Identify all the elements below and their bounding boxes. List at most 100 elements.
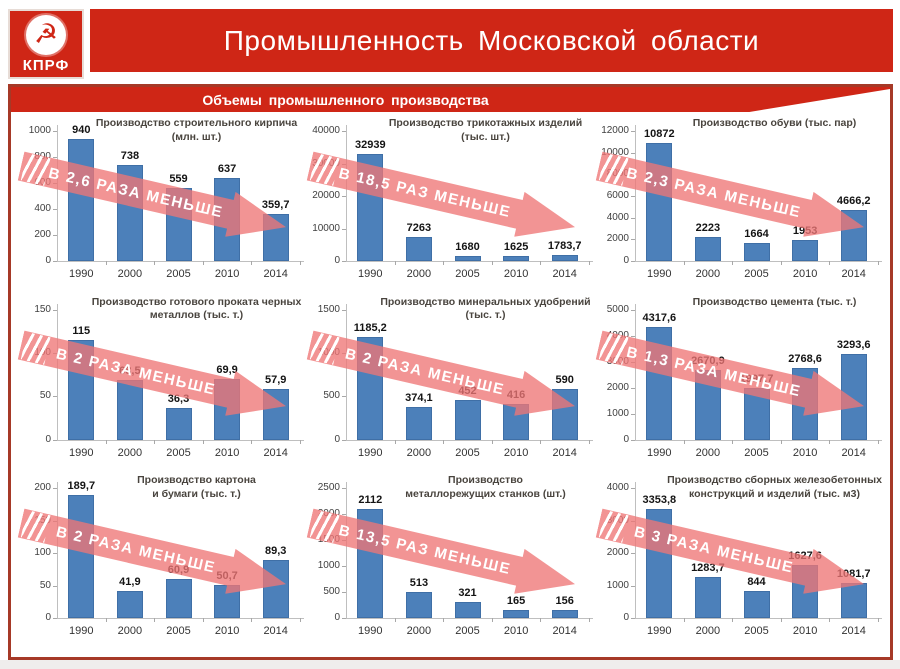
bar (454, 255, 481, 261)
x-axis-year-label: 1990 (358, 625, 383, 638)
y-axis-tick (631, 387, 635, 389)
x-axis-year-label: 2000 (406, 268, 432, 280)
y-axis-tick-label: 1000 (317, 560, 340, 572)
bar (694, 236, 721, 261)
x-axis-year-label: 2014 (263, 446, 288, 459)
x-axis-tick (829, 261, 831, 265)
y-axis-tick (53, 553, 57, 555)
kprf-logo: ☭ КПРФ (8, 9, 84, 79)
y-axis-tick-label: 150 (34, 514, 51, 526)
x-axis-tick (540, 618, 542, 623)
x-axis-year-label: 2010 (214, 446, 240, 459)
bar (262, 560, 289, 619)
x-axis-tick (202, 439, 204, 444)
x-axis-tick (154, 618, 156, 623)
y-axis-tick (342, 540, 346, 542)
y-axis-tick-label: 0 (45, 433, 51, 445)
y-axis-tick-label: 1000 (606, 579, 629, 591)
y-axis-tick (631, 335, 635, 337)
y-axis-tick-label: 0 (334, 433, 340, 445)
y-axis-tick (342, 228, 346, 230)
x-axis-tick (394, 261, 396, 265)
y-axis-tick-label: 2000 (606, 381, 629, 393)
x-axis-year-label: 1990 (647, 446, 672, 459)
bar (792, 367, 819, 440)
y-axis-tick (631, 217, 635, 219)
bar-value-label: 36,3 (167, 393, 190, 406)
section-ribbon: Объемы промышленного производства (11, 87, 890, 112)
y-axis-line (57, 482, 58, 619)
x-axis-year-label: 2014 (263, 268, 288, 280)
x-axis-line (346, 439, 593, 441)
x-axis-year-label: 2014 (841, 446, 866, 459)
chart-panel: Производство трикотажных изделий (тыс. шт… (306, 115, 595, 293)
y-axis-tick (53, 520, 57, 522)
bar (165, 188, 192, 261)
y-axis-tick (53, 396, 57, 398)
y-axis-tick-label: 200 (34, 229, 51, 240)
y-axis-tick (53, 439, 57, 441)
y-axis-tick (53, 352, 57, 354)
y-axis-tick (342, 439, 346, 441)
bar (694, 576, 721, 619)
chart-title: Производство картона и бумаги (тыс. т.) (137, 474, 256, 500)
x-axis-year-label: 2005 (166, 268, 191, 280)
bar-value-label: 3293,6 (836, 339, 871, 352)
header-banner: Промышленность Московской области (90, 9, 893, 72)
x-axis-line (635, 618, 882, 620)
x-axis-tick (251, 618, 253, 623)
bar (357, 508, 384, 619)
x-axis-tick (443, 439, 445, 444)
x-axis-year-label: 1990 (69, 625, 94, 638)
x-axis-year-label: 2014 (552, 625, 577, 638)
chart-panel: Производство обуви (тыс. пар) 0 2000 4000 60… (595, 115, 884, 293)
y-axis-tick-label: 50 (39, 390, 51, 402)
y-axis-tick-label: 500 (323, 586, 340, 598)
y-axis-tick-label: 2500 (317, 482, 340, 494)
y-axis-tick (342, 396, 346, 398)
y-axis-tick (53, 309, 57, 311)
chart-grid: Производство строительного кирпича (млн. … (17, 115, 884, 651)
y-axis-tick-label: 10000 (601, 146, 629, 158)
y-axis-line (635, 125, 636, 261)
kprf-logo-label: КПРФ (22, 56, 70, 74)
bar (116, 165, 143, 261)
y-axis-tick (342, 514, 346, 516)
x-axis-year-label: 1990 (69, 268, 94, 280)
y-axis-tick (631, 261, 635, 262)
x-axis-tick (105, 261, 107, 265)
y-axis-tick-label: 100 (34, 547, 51, 559)
chart-title: Производство строительного кирпича (млн. … (95, 117, 298, 143)
x-axis-year-label: 2000 (117, 268, 143, 280)
bar (68, 339, 95, 440)
y-axis-tick-label: 0 (623, 255, 629, 266)
y-axis-tick (53, 618, 57, 620)
x-axis-tick (683, 439, 685, 444)
x-axis-year-label: 2010 (214, 268, 240, 280)
y-axis-tick-label: 150 (34, 303, 51, 315)
y-axis-tick-label: 3000 (606, 514, 629, 526)
y-axis-tick (342, 566, 346, 568)
x-axis-tick (394, 618, 396, 623)
x-axis-year-label: 2010 (792, 268, 818, 280)
y-axis-tick-label: 40000 (312, 125, 340, 136)
bar-value-label: 1283,7 (691, 561, 725, 574)
bar (262, 214, 289, 261)
y-axis-tick (53, 131, 57, 132)
bar (405, 407, 432, 440)
bar (646, 327, 673, 440)
bar-value-label: 359,7 (261, 199, 290, 212)
y-axis-tick-label: 2000 (606, 233, 629, 245)
bottom-margin (0, 660, 900, 669)
y-axis-tick (631, 585, 635, 587)
y-axis-tick-label: 1000 (28, 125, 51, 136)
y-axis-tick-label: 1000 (606, 407, 629, 419)
x-axis-tick (780, 439, 782, 444)
x-axis-year-label: 2000 (117, 625, 143, 638)
x-axis-year-label: 2010 (503, 446, 529, 459)
bar-value-label: 7263 (406, 222, 432, 235)
bar-value-label: 189,7 (67, 480, 96, 493)
x-axis-line (57, 618, 304, 620)
y-axis-tick-label: 2000 (606, 547, 629, 559)
bar (454, 400, 481, 440)
